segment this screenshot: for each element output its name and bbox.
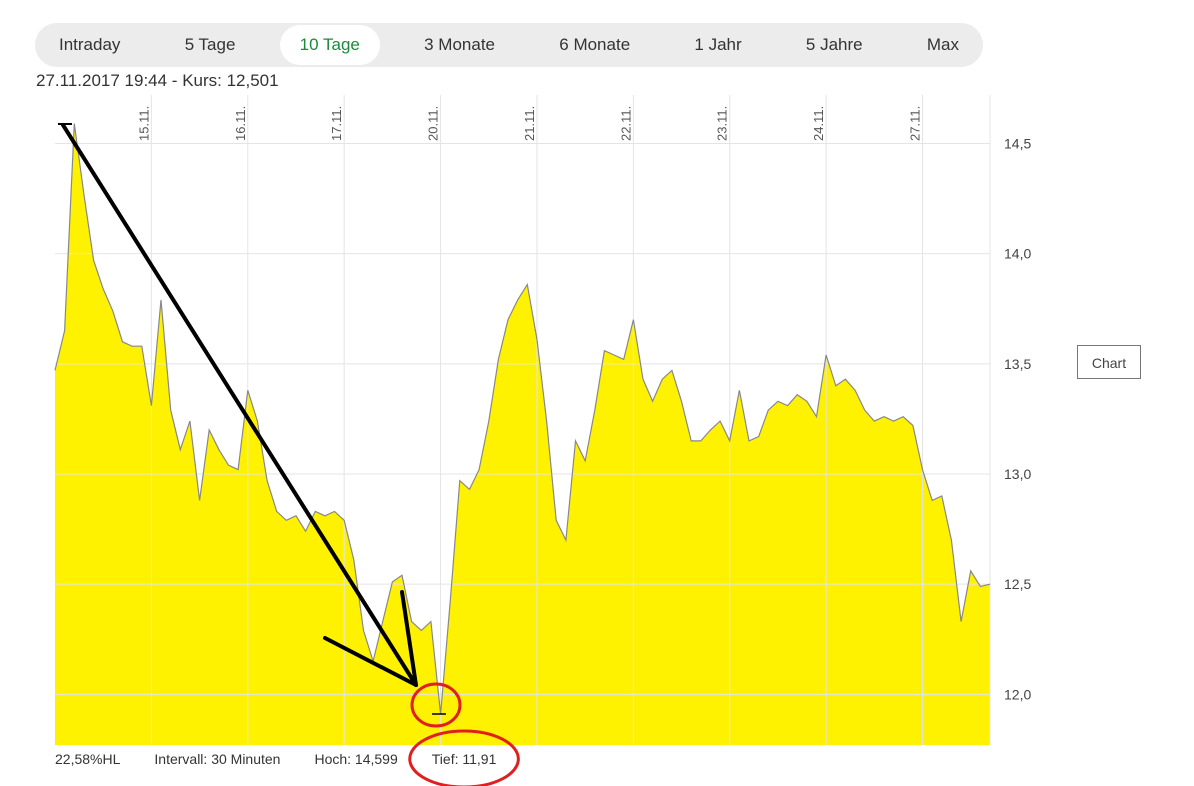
- annotation-arrow: [323, 636, 418, 687]
- y-tick-label: 12,5: [1004, 576, 1031, 592]
- interval-stat: Intervall: 30 Minuten: [154, 751, 281, 767]
- annotation-arrow: [400, 590, 418, 687]
- y-tick-label: 14,0: [1004, 246, 1031, 262]
- x-tick-label: 17.11.: [329, 106, 344, 141]
- x-tick-label: 16.11.: [233, 106, 248, 141]
- x-tick-label: 15.11.: [136, 106, 151, 141]
- hl-stat: 22,58%HL: [55, 751, 121, 767]
- annotation-circle-tief: [408, 729, 520, 786]
- low-stat: Tief: 11,91: [431, 751, 497, 767]
- x-tick-label: 20.11.: [426, 106, 441, 141]
- tab-1-jahr[interactable]: 1 Jahr: [694, 35, 742, 54]
- y-tick-label: 13,0: [1004, 466, 1031, 482]
- x-tick-label: 21.11.: [522, 106, 537, 141]
- x-tick-label: 27.11.: [908, 106, 923, 141]
- tab-10-tage[interactable]: 10 Tage: [279, 25, 380, 65]
- annotation-arrow: [61, 123, 418, 687]
- tab-5-tage[interactable]: 5 Tage: [184, 35, 236, 54]
- high-stat: Hoch: 14,599: [314, 751, 398, 767]
- price-area: [55, 123, 990, 746]
- tab-max[interactable]: Max: [926, 35, 959, 54]
- annotation-circle-low: [410, 682, 462, 728]
- tab-6-monate[interactable]: 6 Monate: [559, 35, 631, 54]
- tab-5-jahre[interactable]: 5 Jahre: [805, 35, 863, 54]
- y-tick-label: 12,0: [1004, 686, 1031, 702]
- y-tick-label: 13,5: [1004, 356, 1031, 372]
- x-tick-label: 23.11.: [715, 106, 730, 141]
- chart-button[interactable]: Chart: [1077, 345, 1141, 379]
- timeframe-tabs: Intraday 5 Tage 10 Tage 3 Monate 6 Monate 1 J…: [35, 23, 983, 67]
- x-tick-label: 24.11.: [811, 106, 826, 141]
- tab-intraday[interactable]: Intraday: [59, 35, 121, 54]
- stats-row: 22,58%HL Intervall: 30 Minuten Hoch: 14,…: [55, 751, 496, 767]
- x-tick-label: 22.11.: [618, 106, 633, 141]
- price-info: 27.11.2017 19:44 - Kurs: 12,501: [36, 71, 279, 90]
- y-tick-label: 14,5: [1004, 135, 1031, 151]
- price-line: [54, 123, 991, 715]
- tab-3-monate[interactable]: 3 Monate: [424, 35, 496, 54]
